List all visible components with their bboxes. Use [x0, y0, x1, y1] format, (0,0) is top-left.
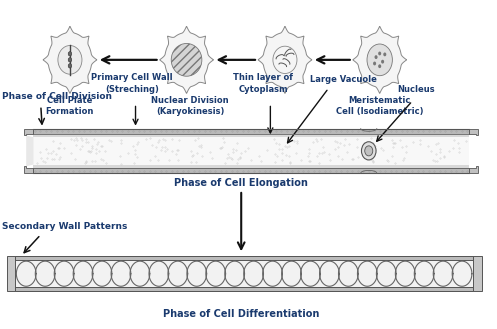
Text: Meristematic
Cell (Isodiametric): Meristematic Cell (Isodiametric): [336, 96, 423, 116]
Circle shape: [375, 55, 378, 59]
Circle shape: [383, 52, 386, 56]
Text: Thin layer of
Cytoplasm: Thin layer of Cytoplasm: [233, 73, 293, 93]
Polygon shape: [258, 26, 312, 93]
Text: Primary Cell Wall
(Streching): Primary Cell Wall (Streching): [91, 73, 172, 93]
Polygon shape: [469, 166, 478, 173]
Circle shape: [378, 52, 381, 55]
Bar: [15, 260, 473, 287]
Polygon shape: [353, 26, 407, 93]
Polygon shape: [26, 135, 33, 166]
Circle shape: [68, 52, 72, 56]
Circle shape: [381, 60, 384, 63]
Polygon shape: [43, 26, 97, 93]
Polygon shape: [6, 256, 15, 291]
Text: Phase of Cell Elongation: Phase of Cell Elongation: [174, 178, 308, 188]
Circle shape: [367, 44, 392, 76]
Bar: [33, 137, 469, 164]
Bar: [15, 256, 473, 260]
Text: Phase of Cell Division: Phase of Cell Division: [2, 92, 112, 101]
Text: Secondary Wall Patterns: Secondary Wall Patterns: [2, 222, 128, 231]
Text: Cell Plate
Formation: Cell Plate Formation: [46, 96, 94, 116]
Circle shape: [361, 142, 376, 160]
Bar: [33, 129, 469, 134]
Polygon shape: [24, 129, 33, 135]
Text: Nuclear Division
(Karyokinesis): Nuclear Division (Karyokinesis): [152, 96, 229, 116]
Polygon shape: [473, 256, 482, 291]
Text: Nucleus: Nucleus: [397, 85, 435, 93]
Bar: [33, 168, 469, 173]
Bar: [15, 287, 473, 291]
Ellipse shape: [171, 43, 202, 76]
Circle shape: [68, 64, 72, 68]
Ellipse shape: [58, 45, 82, 74]
Bar: [33, 134, 469, 137]
Polygon shape: [24, 166, 33, 173]
Circle shape: [378, 64, 381, 68]
Circle shape: [68, 58, 72, 62]
Circle shape: [373, 62, 376, 65]
Polygon shape: [469, 129, 478, 135]
Circle shape: [365, 146, 373, 156]
Polygon shape: [160, 26, 214, 93]
Bar: [33, 164, 469, 168]
Text: Phase of Cell Differentiation: Phase of Cell Differentiation: [163, 309, 320, 319]
Text: Large Vacuole: Large Vacuole: [310, 75, 377, 84]
